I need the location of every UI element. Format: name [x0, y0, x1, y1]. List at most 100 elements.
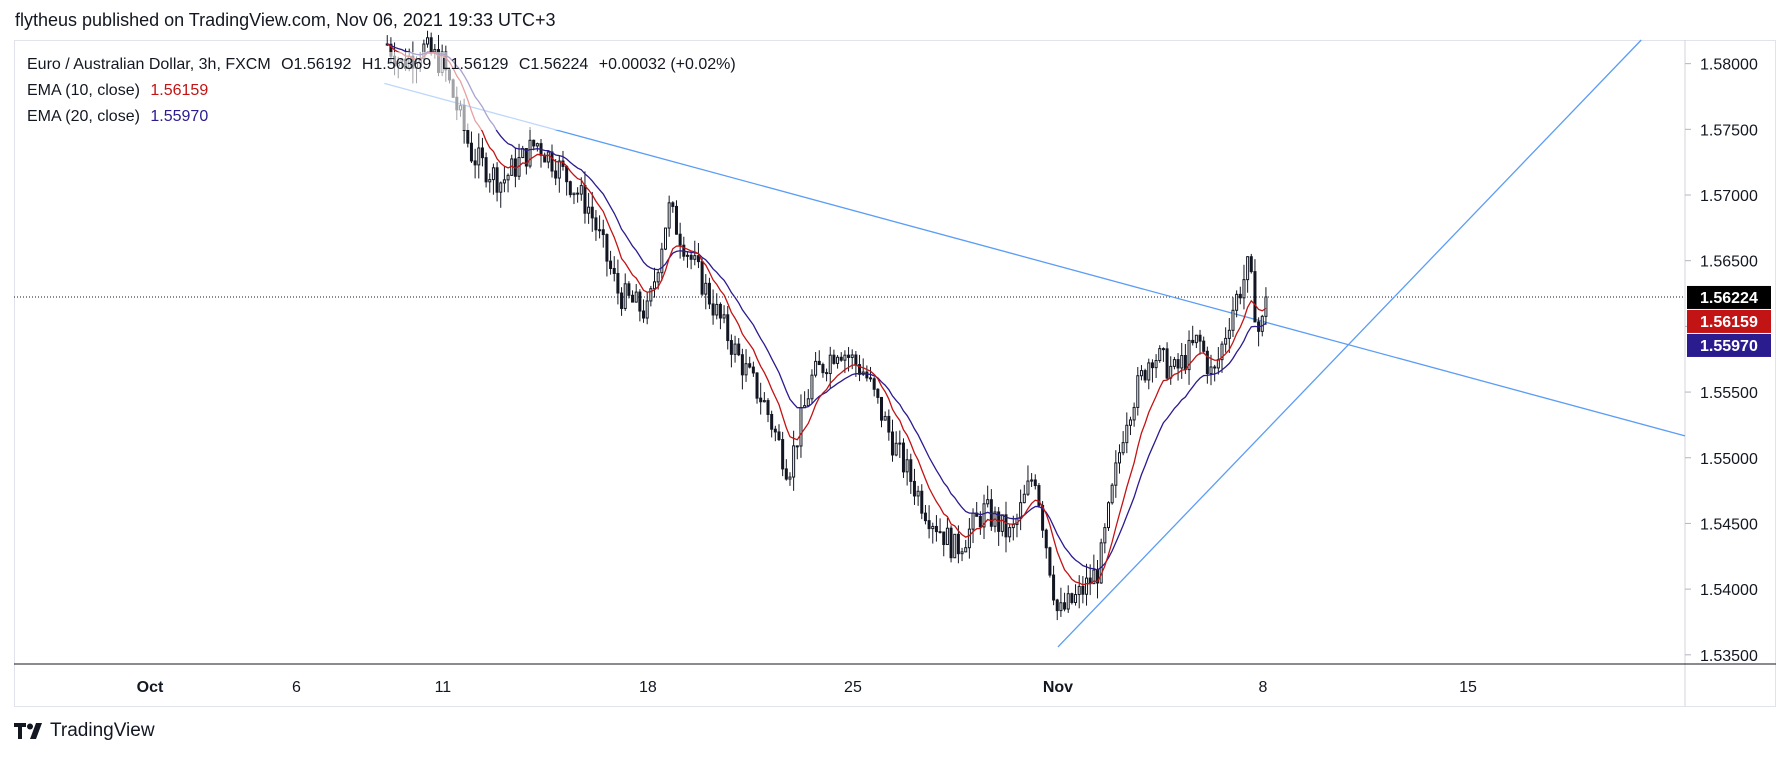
candle-body	[825, 372, 829, 375]
candle-body	[1264, 296, 1268, 317]
legend-symbol-row: Euro / Australian Dollar, 3h, FXCM O1.56…	[27, 52, 736, 78]
price-tick-label: 1.56500	[1700, 254, 1758, 271]
candle-body	[953, 533, 957, 559]
candle-body	[839, 356, 843, 361]
candle-body	[1074, 594, 1078, 604]
candle-body	[649, 288, 653, 302]
candle-body	[1121, 442, 1125, 454]
candle-body	[631, 294, 635, 303]
candle-body	[623, 283, 627, 309]
candle-body	[821, 364, 825, 374]
legend-low: L1.56129	[441, 56, 509, 73]
candle-body	[740, 354, 744, 376]
candle-body	[744, 363, 748, 376]
candle-body	[1110, 484, 1114, 504]
candle-body	[1202, 340, 1206, 352]
candle-body	[934, 525, 938, 533]
time-tick-label: 8	[1259, 679, 1268, 696]
candle-body	[923, 512, 927, 522]
candle-body	[645, 300, 649, 319]
candle-body	[543, 154, 547, 163]
candle-body	[869, 377, 873, 380]
legend-change: +0.00032 (+0.02%)	[598, 56, 736, 73]
candle-body	[766, 400, 770, 415]
candle-body	[535, 143, 539, 147]
candle-body	[1154, 359, 1158, 369]
legend-ema10-value: 1.56159	[150, 82, 209, 99]
candle-body	[1260, 315, 1264, 332]
candle-body	[678, 233, 682, 246]
legend-ema10-row[interactable]: EMA (10, close) 1.56159	[27, 78, 736, 104]
candle-body	[1085, 577, 1089, 595]
candle-body	[784, 468, 788, 480]
candle-body	[1165, 348, 1169, 379]
candle-body	[1242, 279, 1246, 299]
candle-body	[887, 415, 891, 433]
candle-body	[1011, 524, 1015, 529]
candle-body	[795, 445, 799, 448]
candle-body	[1037, 485, 1041, 506]
candle-body	[1132, 406, 1136, 421]
time-tick-label: 25	[844, 679, 862, 696]
candle-body	[663, 227, 668, 250]
candle-body	[638, 291, 642, 312]
candle-body	[1161, 348, 1165, 351]
candle-body	[634, 291, 638, 303]
tradingview-brand[interactable]: TradingView	[14, 720, 155, 742]
candle-body	[491, 167, 495, 181]
price-tick-label: 1.55500	[1700, 385, 1758, 402]
candle-body	[956, 533, 960, 555]
candle-body	[1172, 359, 1176, 367]
candle-body	[718, 303, 722, 319]
chart-frame	[14, 40, 1776, 707]
candle-body	[587, 206, 591, 214]
candle-body	[506, 174, 510, 181]
candle-body	[565, 165, 569, 183]
candle-body	[704, 282, 708, 295]
price-tick-label: 1.57500	[1700, 122, 1758, 139]
candle-body	[1092, 569, 1096, 585]
candle-body	[982, 503, 986, 528]
candle-body	[502, 179, 506, 184]
candle-body	[601, 229, 605, 236]
candle-body	[1106, 502, 1111, 529]
candle-body	[1246, 256, 1250, 281]
candle-body	[1063, 602, 1067, 610]
candle-body	[579, 185, 583, 195]
candle-body	[729, 340, 733, 355]
candle-body	[788, 476, 792, 480]
candle-body	[1026, 480, 1030, 495]
trendline-ascending	[1057, 39, 1642, 648]
price-tick-label: 1.54000	[1700, 582, 1758, 599]
candle-body	[576, 192, 580, 195]
candle-body	[1158, 348, 1162, 361]
last-price-label-bg	[1687, 285, 1771, 309]
legend-close: C1.56224	[518, 56, 589, 73]
legend-symbol[interactable]: Euro / Australian Dollar, 3h, FXCM	[27, 56, 271, 73]
candle-body	[1019, 502, 1023, 519]
time-tick-label: Nov	[1043, 679, 1073, 696]
candle-body	[894, 442, 898, 456]
candle-body	[598, 229, 602, 232]
time-tick-label: Oct	[137, 679, 164, 696]
legend-ema20-value: 1.55970	[150, 108, 209, 125]
candle-body	[1000, 514, 1004, 532]
candle-body	[748, 363, 752, 368]
candle-body	[971, 512, 975, 530]
candle-body	[1139, 370, 1143, 377]
candle-body	[715, 303, 719, 316]
candle-body	[1209, 366, 1213, 375]
candle-body	[773, 428, 777, 433]
candle-body	[1070, 593, 1074, 604]
legend-ema20-row[interactable]: EMA (20, close) 1.55970	[27, 104, 736, 130]
candle-body	[572, 192, 576, 196]
candle-body	[1125, 424, 1129, 444]
candle-body	[850, 354, 854, 358]
candle-body	[546, 151, 550, 163]
candle-body	[429, 37, 433, 54]
candle-body	[656, 272, 660, 283]
candle-body	[1176, 359, 1180, 369]
price-tick-label: 1.58000	[1700, 57, 1758, 74]
candle-body	[528, 139, 532, 167]
